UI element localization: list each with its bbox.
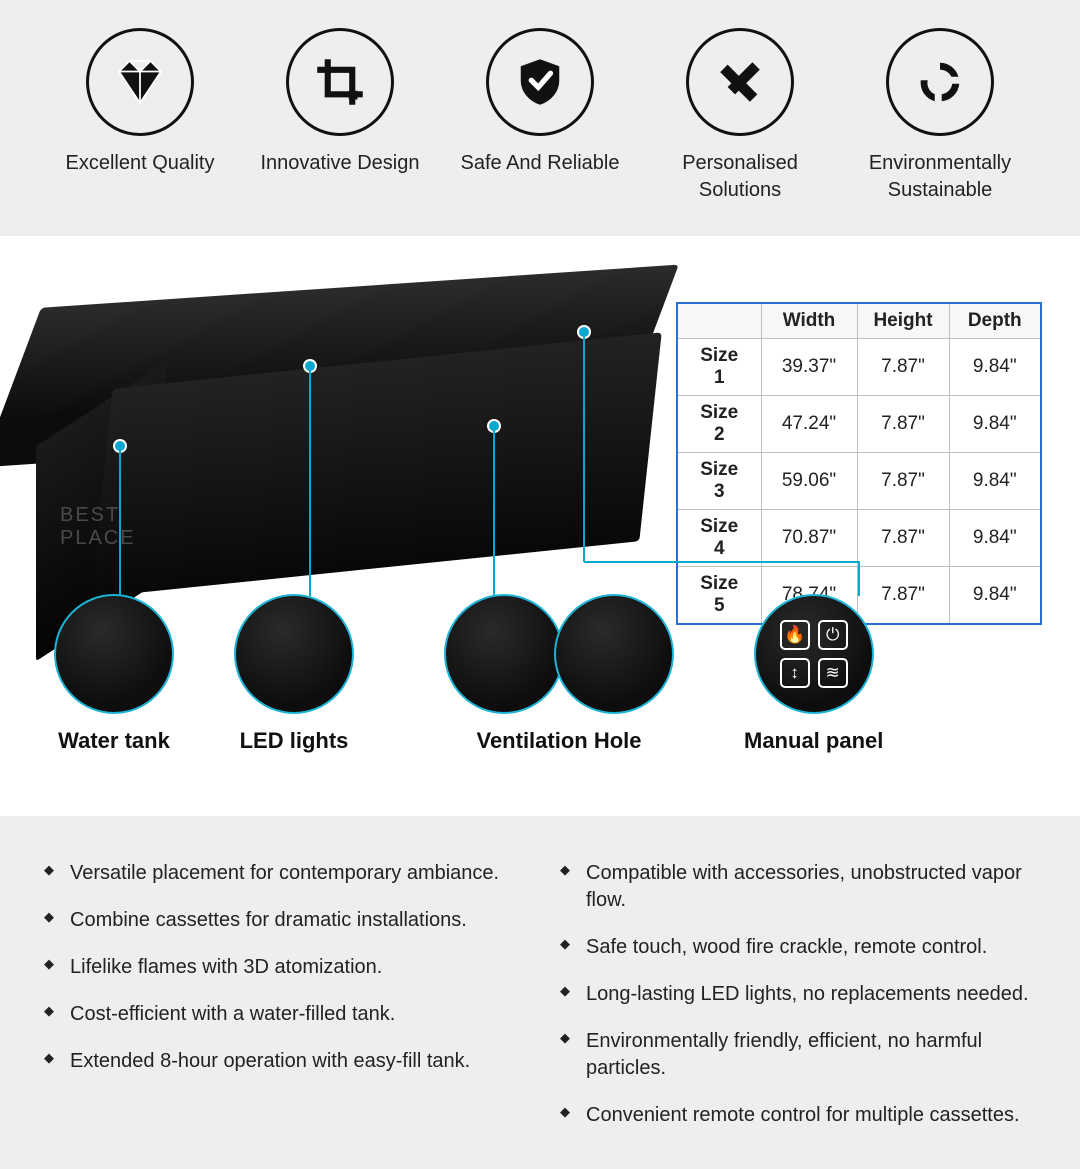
cell: 47.24"	[761, 396, 857, 453]
watermark: BEST PLACE	[60, 504, 136, 550]
row-label: Size 2	[677, 396, 761, 453]
water-tank-thumb	[54, 594, 174, 714]
detail-label: Water tank	[58, 728, 170, 754]
cell: 39.37"	[761, 339, 857, 396]
feature-label: Safe And Reliable	[460, 150, 619, 177]
bullets-left: Versatile placement for contemporary amb…	[44, 850, 520, 1139]
table-row: Size 470.87"7.87"9.84"	[677, 510, 1041, 567]
updown-icon: ↕	[780, 658, 810, 688]
cell: 7.87"	[857, 396, 949, 453]
detail-manual: 🔥 ⏻ ↕ ≋ Manual panel	[744, 594, 883, 754]
cell: 7.87"	[857, 339, 949, 396]
row-label: Size 3	[677, 453, 761, 510]
cell: 9.84"	[949, 510, 1041, 567]
cell: 7.87"	[857, 453, 949, 510]
flame-icon: 🔥	[780, 620, 810, 650]
table-row: Size 139.37"7.87"9.84"	[677, 339, 1041, 396]
ruler-icon	[686, 28, 794, 136]
bullet-item: Convenient remote control for multiple c…	[560, 1092, 1036, 1139]
detail-label: Manual panel	[744, 728, 883, 754]
feature-label: Excellent Quality	[66, 150, 215, 177]
bullet-item: Environmentally friendly, efficient, no …	[560, 1018, 1036, 1092]
row-label: Size 4	[677, 510, 761, 567]
feature-label: Personalised Solutions	[650, 150, 830, 204]
vent-thumb-2	[554, 594, 674, 714]
product-illustration: BEST PLACE	[20, 274, 650, 604]
col-depth: Depth	[949, 303, 1041, 339]
diamond-icon	[86, 28, 194, 136]
feature-label: Innovative Design	[261, 150, 420, 177]
detail-label: Ventilation Hole	[476, 728, 641, 754]
bullets-right: Compatible with accessories, unobstructe…	[560, 850, 1036, 1139]
bullet-item: Versatile placement for contemporary amb…	[44, 850, 520, 897]
bullet-item: Safe touch, wood fire crackle, remote co…	[560, 924, 1036, 971]
detail-vent: Ventilation Hole	[444, 594, 674, 754]
manual-thumb: 🔥 ⏻ ↕ ≋	[754, 594, 874, 714]
feature-label: Environmentally Sustainable	[850, 150, 1030, 204]
col-width: Width	[761, 303, 857, 339]
table-header-row: Width Height Depth	[677, 303, 1041, 339]
bullets-section: Versatile placement for contemporary amb…	[0, 816, 1080, 1169]
cell: 9.84"	[949, 339, 1041, 396]
wave-icon: ≋	[818, 658, 848, 688]
cell: 59.06"	[761, 453, 857, 510]
cell: 70.87"	[761, 510, 857, 567]
row-label: Size 1	[677, 339, 761, 396]
table-row: Size 359.06"7.87"9.84"	[677, 453, 1041, 510]
watermark-text: PLACE	[60, 527, 136, 549]
crop-icon	[286, 28, 394, 136]
bullet-item: Cost-efficient with a water-filled tank.	[44, 991, 520, 1038]
vent-thumb-1	[444, 594, 564, 714]
cell: 7.87"	[857, 510, 949, 567]
detail-label: LED lights	[240, 728, 349, 754]
product-diagram: BEST PLACE Width Height Depth Size 139.3…	[0, 236, 1080, 816]
bullet-item: Combine cassettes for dramatic installat…	[44, 897, 520, 944]
detail-led: LED lights	[234, 594, 354, 754]
led-thumb	[234, 594, 354, 714]
shield-icon	[486, 28, 594, 136]
feature-quality: Excellent Quality	[50, 28, 230, 204]
bullet-item: Long-lasting LED lights, no replacements…	[560, 971, 1036, 1018]
feature-env: Environmentally Sustainable	[850, 28, 1030, 204]
detail-row: Water tank LED lights Ventilation Hole 🔥…	[54, 594, 1034, 754]
col-blank	[677, 303, 761, 339]
cell: 9.84"	[949, 396, 1041, 453]
table-row: Size 247.24"7.87"9.84"	[677, 396, 1041, 453]
feature-design: Innovative Design	[250, 28, 430, 204]
feature-personalised: Personalised Solutions	[650, 28, 830, 204]
feature-bar: Excellent Quality Innovative Design Safe…	[0, 0, 1080, 236]
bullet-item: Compatible with accessories, unobstructe…	[560, 850, 1036, 924]
detail-water-tank: Water tank	[54, 594, 174, 754]
col-height: Height	[857, 303, 949, 339]
cycle-icon	[886, 28, 994, 136]
bullet-item: Lifelike flames with 3D atomization.	[44, 944, 520, 991]
cell: 9.84"	[949, 453, 1041, 510]
power-icon: ⏻	[818, 620, 848, 650]
feature-safe: Safe And Reliable	[450, 28, 630, 204]
manual-panel-icons: 🔥 ⏻ ↕ ≋	[780, 620, 848, 688]
watermark-text: BEST	[60, 504, 120, 526]
